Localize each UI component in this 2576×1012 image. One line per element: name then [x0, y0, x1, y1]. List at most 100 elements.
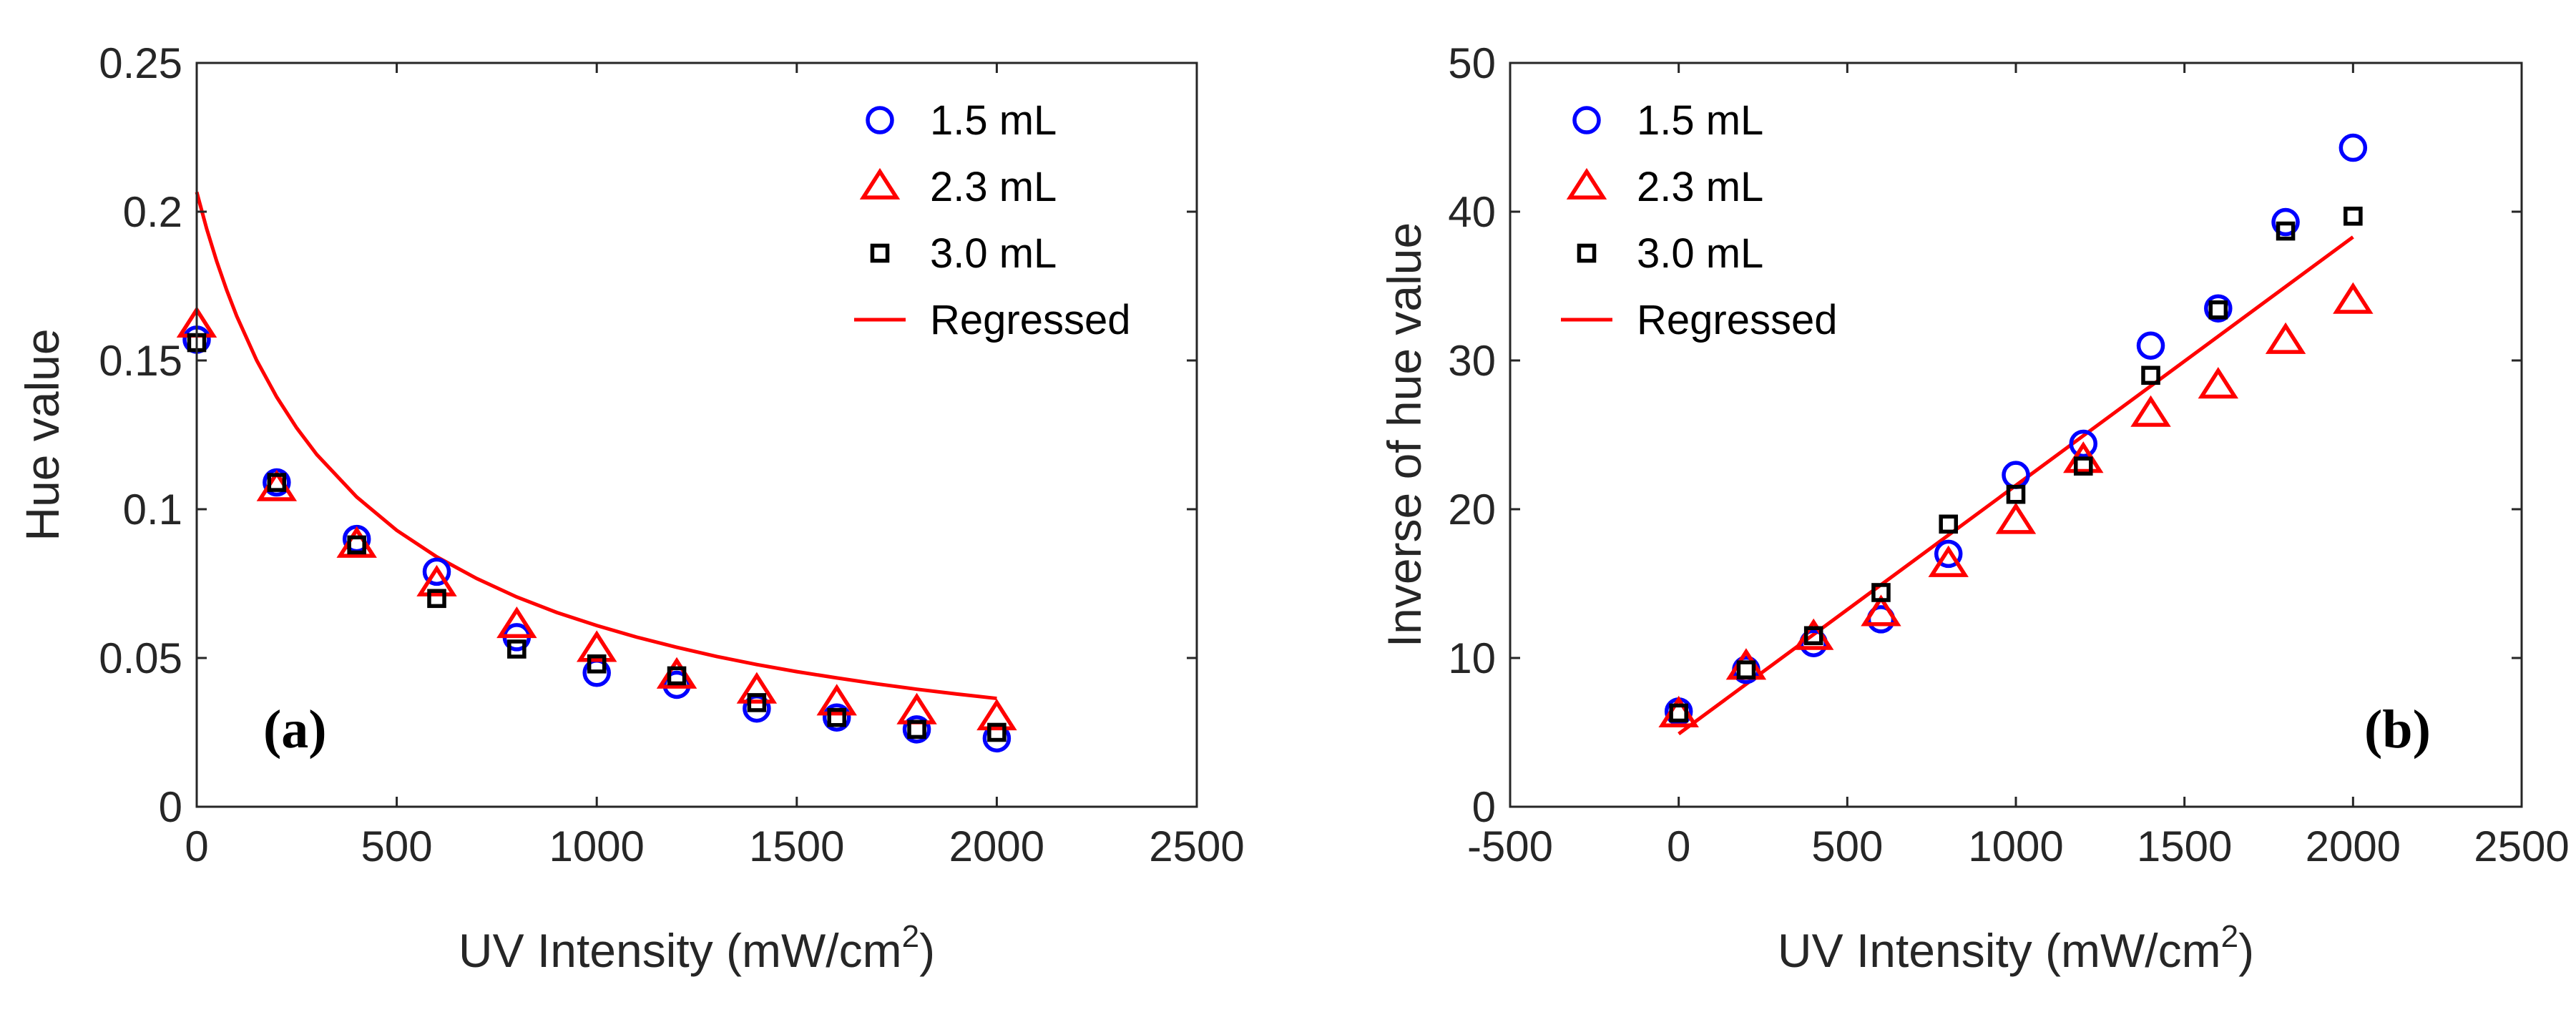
- data-point-circle-a: [902, 715, 931, 744]
- data-point-triangle-b: [2130, 395, 2171, 427]
- regressed-line-a: [195, 191, 997, 701]
- legend-a: 1.5 mL 2.3 mL 3.0 mL Regressed: [854, 97, 1130, 343]
- y-tick-label-a: 0.05: [99, 634, 182, 682]
- data-point-circle-b: [2271, 207, 2300, 237]
- y-tick-label-b: 30: [1448, 337, 1496, 385]
- y-axis-label-b: Inverse of hue value: [1378, 222, 1431, 647]
- y-tick-label-a: 0.2: [123, 188, 182, 236]
- data-point-square-b: [1736, 660, 1756, 679]
- x-tick-label-a: 2000: [949, 822, 1044, 870]
- data-point-square-b: [1939, 514, 1959, 534]
- y-axis-label-a: Hue value: [16, 328, 69, 541]
- data-point-triangle-b: [1995, 502, 2037, 534]
- y-axis-label-text-a: Hue value: [16, 328, 69, 541]
- legend-marker-triangle-b: [1566, 167, 1607, 200]
- data-point-circle-b: [2069, 429, 2098, 458]
- x-tick-label-a: 1000: [549, 822, 644, 870]
- chart-panel-a: 0 500 1000 1500 2000 250000.050.10.150.20.25 …: [16, 39, 1245, 977]
- data-point-triangle-b: [1861, 594, 1901, 627]
- y-tick-label-a: 0: [159, 783, 182, 831]
- x-axis-label-b: UV Intensity (mW/cm2): [1778, 919, 2254, 977]
- x-axis-label-superscript-a: 2: [902, 919, 919, 954]
- x-tick-label-a: 2500: [1149, 822, 1244, 870]
- data-point-circle-a: [422, 557, 451, 586]
- x-tick-label-a: 1500: [749, 822, 844, 870]
- y-tick-label-b: 0: [1472, 783, 1496, 831]
- data-point-square-a: [987, 722, 1007, 742]
- data-point-square-a: [667, 666, 687, 686]
- y-tick-label-a: 0.15: [99, 337, 182, 385]
- data-point-square-b: [2073, 456, 2093, 476]
- legend-marker-circle-b: [1572, 106, 1601, 134]
- legend-label-a: 2.3 mL: [930, 164, 1057, 210]
- markers-layer-a: [176, 191, 1017, 753]
- data-point-triangle-a: [416, 564, 457, 596]
- legend-label-b: 3.0 mL: [1637, 230, 1763, 277]
- data-point-square-b: [2141, 365, 2160, 385]
- data-point-square-a: [267, 473, 287, 492]
- data-point-square-a: [587, 654, 607, 674]
- legend-label-b: Regressed: [1637, 297, 1837, 343]
- x-tick-label-b: -500: [1467, 822, 1553, 870]
- legend-label-b: 1.5 mL: [1637, 97, 1763, 144]
- x-tick-label-b: 500: [1811, 822, 1883, 870]
- legend-marker-circle-a: [866, 106, 894, 134]
- y-tick-label-a: 0.1: [123, 486, 182, 534]
- y-tick-label-b: 50: [1448, 39, 1496, 87]
- data-point-square-b: [2006, 484, 2026, 504]
- data-point-triangle-a: [976, 699, 1017, 731]
- x-axis-label-a: UV Intensity (mW/cm2): [459, 919, 935, 977]
- plot-frame-a: [195, 62, 1198, 808]
- x-tick-label-a: 500: [361, 822, 433, 870]
- data-point-square-b: [2208, 300, 2228, 320]
- legend-marker-square-b: [1577, 243, 1597, 263]
- data-point-circle-b: [2204, 294, 2233, 323]
- data-point-square-a: [507, 639, 527, 659]
- y-tick-label-b: 10: [1448, 634, 1496, 682]
- data-point-square-a: [827, 707, 847, 727]
- data-point-square-b: [1803, 626, 1823, 646]
- panel-label-b: (b): [2364, 699, 2431, 760]
- data-point-square-a: [427, 589, 446, 609]
- x-tick-label-a: 0: [185, 822, 208, 870]
- data-point-triangle-b: [2198, 367, 2239, 399]
- data-point-triangle-b: [2265, 322, 2306, 354]
- x-tick-label-b: 2500: [2474, 822, 2569, 870]
- data-point-square-b: [2276, 221, 2296, 241]
- legend-label-a: 3.0 mL: [930, 230, 1057, 277]
- y-tick-label-a: 0.25: [99, 39, 182, 87]
- ticks-layer-a: 0 500 1000 1500 2000 2500 0 0.05 0.1 0.15 0.2 0.25: [99, 39, 1245, 870]
- data-point-square-a: [907, 719, 926, 740]
- data-point-triangle-a: [576, 630, 617, 662]
- x-tick-label-b: 1000: [1968, 822, 2063, 870]
- x-axis-label-superscript-b: 2: [2221, 919, 2238, 954]
- data-point-triangle-b: [1928, 545, 1969, 577]
- data-point-square-a: [747, 693, 767, 712]
- x-tick-label-b: 0: [1667, 822, 1690, 870]
- data-point-triangle-a: [736, 672, 778, 704]
- data-point-circle-b: [1934, 539, 1963, 569]
- x-tick-label-b: 2000: [2306, 822, 2401, 870]
- y-tick-label-b: 40: [1448, 188, 1496, 236]
- data-point-square-b: [1871, 583, 1891, 602]
- legend-b: 1.5 mL 2.3 mL 3.0 mL Regressed: [1561, 97, 1837, 343]
- markers-layer-b: [1658, 133, 2374, 736]
- data-point-triangle-a: [496, 606, 537, 639]
- plot-frame-b: [1509, 62, 2523, 808]
- legend-label-a: 1.5 mL: [930, 97, 1057, 144]
- y-axis-label-text-b: Inverse of hue value: [1378, 222, 1431, 647]
- panel-label-a: (a): [263, 699, 327, 760]
- data-point-square-b: [2344, 206, 2363, 226]
- data-point-circle-b: [2339, 133, 2368, 162]
- data-point-circle-a: [822, 703, 851, 732]
- x-tick-label-b: 1500: [2137, 822, 2232, 870]
- data-point-triangle-a: [816, 684, 857, 716]
- data-point-circle-b: [2136, 331, 2165, 360]
- legend-label-a: Regressed: [930, 297, 1130, 343]
- legend-marker-square-a: [870, 243, 890, 263]
- data-point-triangle-b: [2333, 282, 2374, 314]
- legend-label-b: 2.3 mL: [1637, 164, 1763, 210]
